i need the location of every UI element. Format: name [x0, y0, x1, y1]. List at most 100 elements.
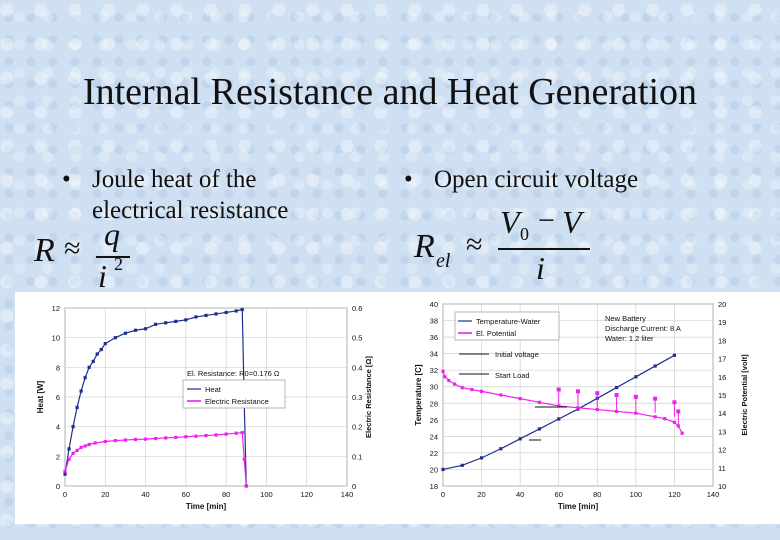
- data-point: [164, 436, 168, 440]
- data-point: [174, 319, 178, 323]
- data-point: [441, 467, 445, 472]
- right-bullet: • Open circuit voltage: [404, 164, 744, 195]
- y2-tick-label: 19: [718, 318, 726, 327]
- y-tick-label: 40: [430, 300, 438, 309]
- y2-tick-label: 10: [718, 482, 726, 491]
- formula-fraction-bar: [498, 248, 590, 250]
- formula-approx: ≈: [64, 232, 81, 265]
- y-tick-label: 2: [56, 452, 60, 461]
- formula-minus: −: [538, 204, 555, 237]
- x-tick-label: 80: [593, 490, 601, 499]
- electric-resistance-formula: R el ≈ V 0 − V i: [414, 204, 604, 292]
- data-point: [87, 365, 91, 369]
- x-tick-label: 40: [141, 490, 149, 499]
- data-point: [676, 409, 681, 414]
- y2-tick-label: 12: [718, 446, 726, 455]
- formula-numerator-v: V: [562, 204, 582, 240]
- data-point: [663, 417, 667, 421]
- data-point: [214, 433, 218, 437]
- data-point: [95, 352, 99, 356]
- data-point: [103, 439, 107, 444]
- chart-annotation: Discharge Current: 8 A: [605, 324, 681, 333]
- y2-axis-label: Electric Resistance [Ω]: [364, 356, 373, 438]
- y2-tick-label: 14: [718, 409, 726, 418]
- temperature-potential-chart: 18 20 22 24 26 28 30 32 34 36 38 40 0 20 40 60 80 100 120 1…: [414, 300, 749, 511]
- x-tick-label: 40: [516, 490, 524, 499]
- data-point: [83, 444, 87, 448]
- data-point: [75, 405, 79, 409]
- chart-annotation: Water: 1.2 liter: [605, 334, 654, 343]
- x-tick-label: 120: [668, 490, 681, 499]
- y-tick-label: 34: [430, 350, 438, 359]
- data-point: [595, 391, 600, 396]
- x-tick-label: 0: [63, 490, 67, 499]
- y-tick-label: 10: [52, 334, 60, 343]
- data-point: [653, 415, 657, 419]
- y2-tick-label: 16: [718, 373, 726, 382]
- data-point: [63, 472, 67, 476]
- data-point: [556, 387, 561, 392]
- data-point: [113, 336, 117, 340]
- data-point: [123, 438, 128, 442]
- y2-tick-label: 0.5: [352, 334, 362, 343]
- data-point: [499, 447, 503, 451]
- y2-tick-label: 0.1: [352, 452, 362, 461]
- x-tick-label: 20: [101, 490, 109, 499]
- data-point: [63, 469, 67, 473]
- data-point: [154, 322, 158, 326]
- data-point: [234, 309, 238, 313]
- legend-label: Temperature-Water: [476, 317, 541, 326]
- charts-panel: 0 2 4 6 8 10 12 0 20 40 60 80 100 120 140 0 0.1 0.2 0.3 0.4…: [15, 292, 780, 524]
- formula-numerator: q: [104, 216, 120, 252]
- data-point: [595, 407, 599, 412]
- data-point: [240, 307, 244, 312]
- data-point: [93, 441, 97, 445]
- x-tick-label: 100: [630, 490, 643, 499]
- data-point: [537, 400, 542, 404]
- formula-numerator-v0: V: [500, 204, 520, 240]
- data-point: [75, 448, 79, 452]
- data-point: [614, 385, 619, 390]
- legend-label: Heat: [205, 385, 222, 394]
- data-point: [576, 389, 580, 394]
- y2-tick-label: 11: [718, 464, 726, 473]
- formula-denominator: i: [536, 250, 545, 286]
- data-point: [479, 456, 484, 460]
- y2-axis-label: Electric Potential [volt]: [740, 354, 749, 436]
- left-bullet-text: Joule heat of the electrical resistance: [92, 166, 289, 224]
- data-point: [447, 378, 451, 383]
- data-point: [143, 437, 148, 441]
- x-tick-label: 80: [222, 490, 230, 499]
- data-point: [83, 376, 87, 380]
- y-axis-label: Temperature [C]: [414, 364, 423, 426]
- data-point: [194, 434, 198, 438]
- y2-tick-label: 17: [718, 355, 726, 364]
- data-point: [143, 327, 148, 331]
- data-point: [634, 375, 638, 379]
- y-tick-label: 6: [56, 393, 60, 402]
- data-point: [133, 437, 138, 442]
- formula-lhs: R: [414, 228, 435, 265]
- data-point: [634, 411, 638, 415]
- data-point: [518, 437, 522, 441]
- data-point: [633, 394, 638, 399]
- y-axis-label: Heat [W]: [36, 380, 45, 413]
- y-tick-label: 28: [430, 399, 438, 408]
- left-bullet: • Joule heat of the electrical resistanc…: [62, 164, 352, 226]
- data-point: [240, 431, 244, 435]
- x-tick-label: 100: [260, 490, 273, 499]
- data-point: [67, 447, 71, 451]
- x-axis-label: Time [min]: [558, 502, 599, 511]
- y-tick-label: 12: [52, 304, 60, 313]
- data-point: [194, 315, 198, 319]
- data-point: [614, 393, 619, 397]
- formula-approx: ≈: [466, 228, 483, 261]
- y-tick-label: 4: [56, 423, 60, 432]
- x-tick-label: 60: [555, 490, 563, 499]
- data-point: [499, 393, 503, 397]
- x-tick-label: 140: [341, 490, 354, 499]
- formula-v0-subscript: 0: [520, 224, 529, 244]
- data-point: [672, 400, 677, 405]
- y-tick-label: 0: [56, 482, 60, 491]
- data-point: [460, 386, 464, 390]
